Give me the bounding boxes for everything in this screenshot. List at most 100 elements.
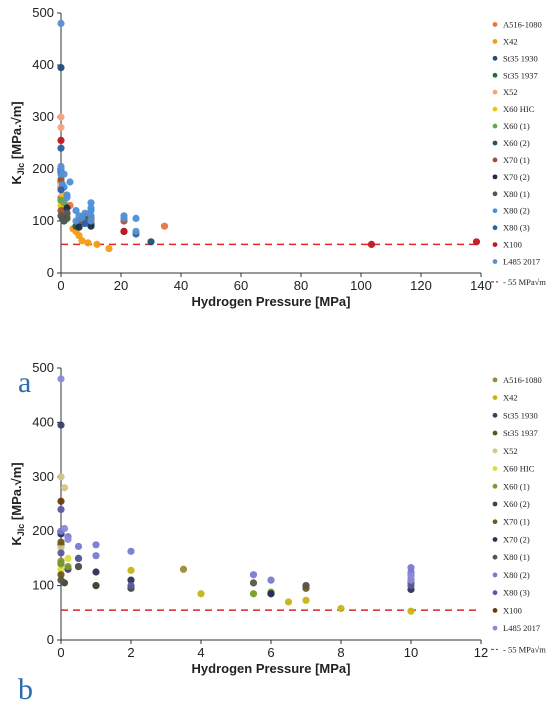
y-tick-label: 300 (32, 109, 54, 124)
data-point (92, 582, 100, 590)
y-axis-title: KJIc [MPa.√m] (9, 101, 26, 184)
series-x60-hic (57, 554, 72, 573)
x-tick-label: 80 (294, 278, 308, 293)
data-point (57, 560, 65, 568)
series-x80-2- (57, 527, 415, 584)
data-point (367, 240, 376, 248)
legend-label: St35 1930 (503, 410, 538, 420)
data-point (284, 598, 293, 606)
y-axis-title-main: K (9, 536, 24, 546)
x-tick-label: 12 (474, 645, 488, 660)
y-tick-label: 500 (32, 360, 54, 375)
data-point (267, 576, 275, 584)
series-x100 (57, 497, 65, 505)
legend-label: X60 (1) (503, 481, 530, 491)
legend-marker (492, 259, 498, 264)
data-point (57, 565, 65, 573)
legend-label: St35 1937 (503, 70, 538, 80)
data-point (407, 582, 415, 590)
data-point (337, 604, 345, 613)
data-point (78, 237, 86, 245)
data-point (57, 207, 65, 215)
legend-marker (492, 174, 498, 180)
legend-marker (492, 140, 498, 146)
legend-marker (492, 106, 498, 112)
legend-marker (492, 89, 498, 95)
data-point (78, 214, 86, 222)
data-point (81, 209, 89, 217)
legend-label: X80 (1) (503, 189, 530, 199)
series-x70-1- (57, 538, 415, 592)
x-tick-label: 0 (57, 278, 64, 293)
x-tick-label: 120 (410, 278, 432, 293)
data-point (64, 554, 72, 563)
y-tick-label: 0 (47, 632, 54, 647)
legend-label: L485 2017 (503, 623, 540, 633)
legend-marker (492, 39, 498, 44)
y-axis-title-unit: [MPa.√m] (9, 462, 24, 523)
legend-label: A516-1080 (503, 19, 542, 29)
legend-marker (492, 123, 498, 129)
legend-label: X42 (503, 36, 518, 46)
legend-marker (492, 608, 498, 613)
y-axis-title-main: K (9, 175, 24, 185)
data-point (64, 535, 72, 543)
data-point (57, 473, 65, 481)
panel-label: a (18, 366, 31, 399)
y-axis-title-subscript: JIc (16, 163, 26, 176)
data-point (92, 541, 100, 549)
legend-marker (492, 191, 498, 197)
data-point (120, 227, 128, 235)
series-x42 (127, 566, 415, 615)
y-tick-label: 100 (32, 213, 54, 228)
legend-marker (492, 554, 498, 560)
data-point (74, 562, 83, 571)
legend-marker (492, 377, 498, 383)
data-point (72, 207, 80, 215)
data-point (57, 123, 65, 131)
legend-label: X70 (2) (503, 172, 530, 182)
legend-label: X60 (2) (503, 499, 530, 509)
data-point (60, 199, 68, 207)
data-point (87, 204, 95, 212)
data-point (57, 576, 65, 584)
data-point (127, 566, 135, 574)
data-point (267, 590, 275, 598)
legend-threshold-label: - 55 MPa√m (503, 644, 546, 654)
legend-label: X52 (503, 87, 518, 97)
x-axis-title: Hydrogen Pressure [MPa] (192, 294, 351, 309)
data-point (63, 204, 71, 212)
series-st35-1930 (57, 64, 155, 246)
legend-label: X60 HIC (503, 464, 535, 474)
legend-marker (492, 242, 498, 248)
data-point (57, 136, 65, 144)
data-point (57, 113, 65, 121)
data-point (60, 217, 68, 225)
y-axis-title: KJIc [MPa.√m] (9, 462, 26, 545)
legend-marker (492, 590, 498, 596)
chart-panel-a: 0 100 200 300 400 500 0 20 40 60 80 100 120 140 Hydrog… (9, 5, 546, 399)
data-point (160, 222, 169, 230)
y-tick-label: 100 (32, 578, 54, 593)
data-point (60, 484, 69, 492)
data-point (87, 199, 95, 207)
legend-label: St35 1937 (503, 428, 538, 438)
series-x100 (57, 136, 481, 248)
legend-marker (492, 157, 498, 163)
data-point (57, 497, 65, 505)
y-tick-label: 200 (32, 161, 54, 176)
legend-marker (492, 483, 498, 489)
legend-marker (492, 22, 498, 27)
data-point (57, 543, 65, 552)
series-l485-2017 (57, 19, 140, 235)
x-tick-label: 10 (404, 645, 418, 660)
series-x80-1- (57, 562, 310, 590)
data-point (92, 552, 100, 560)
y-tick-label: 300 (32, 469, 54, 484)
data-point (57, 162, 65, 170)
x-tick-label: 0 (57, 645, 64, 660)
data-point (179, 565, 188, 573)
data-point (63, 209, 71, 217)
y-tick-label: 0 (47, 265, 54, 280)
legend-marker (492, 72, 498, 78)
